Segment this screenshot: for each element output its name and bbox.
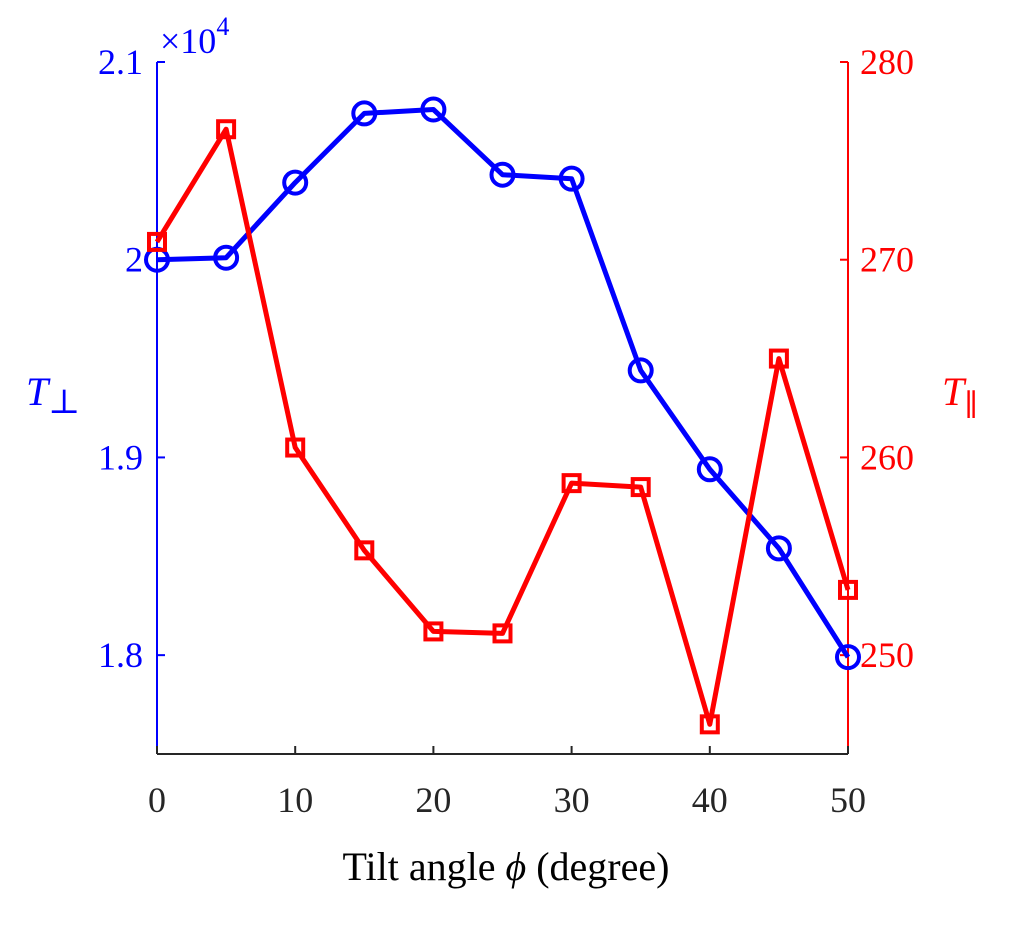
left-y-tick-label: 2.1 — [98, 42, 143, 82]
left-axis-multiplier: ×104 — [160, 12, 229, 61]
data-point-marker — [561, 473, 582, 494]
data-point-marker — [420, 96, 447, 123]
data-point-marker — [492, 623, 513, 644]
x-axis-title: Tilt angle ϕ (degree) — [343, 844, 670, 889]
right-series-line — [154, 126, 851, 727]
data-point-marker — [213, 244, 240, 271]
data-point-marker — [147, 231, 167, 252]
x-tick-label: 20 — [415, 780, 451, 820]
left-y-tick-label: 1.8 — [98, 635, 143, 675]
data-point-marker — [699, 714, 720, 735]
data-point-marker — [285, 437, 306, 458]
right-y-tick-label: 260 — [860, 437, 914, 477]
x-tick-label: 40 — [692, 780, 728, 820]
data-point-marker — [835, 644, 861, 671]
right-y-tick-label: 270 — [860, 240, 914, 280]
data-point-marker — [216, 119, 237, 140]
right-y-tick-label: 250 — [860, 635, 914, 675]
right-y-tick-label: 280 — [860, 42, 914, 82]
right-axis-title: T∥ — [942, 369, 978, 422]
data-point-marker — [768, 348, 789, 369]
data-point-marker — [627, 357, 654, 384]
data-point-marker — [838, 579, 858, 600]
data-point-marker — [765, 535, 792, 562]
x-tick-label: 50 — [830, 780, 866, 820]
series-group — [144, 96, 861, 735]
x-tick-label: 10 — [277, 780, 313, 820]
data-point-marker — [630, 477, 651, 498]
x-tick-label: 0 — [148, 780, 166, 820]
left-y-tick-label: 2 — [125, 240, 143, 280]
left-axis-title: T⊥ — [26, 369, 80, 421]
data-point-marker — [354, 540, 375, 561]
left-series-line — [156, 107, 851, 659]
data-point-marker — [558, 165, 585, 192]
x-tick-label: 30 — [554, 780, 590, 820]
data-point-marker — [489, 161, 516, 188]
labels-group: 0 10 20 30 40 50 1.8 1.9 2 2.1 250 260 270 280 ×104 T⊥ T… — [26, 12, 978, 889]
axes-group — [156, 61, 849, 755]
data-point-marker — [423, 621, 444, 642]
data-point-marker — [282, 169, 309, 196]
data-point-marker — [696, 456, 723, 483]
data-point-marker — [351, 100, 378, 127]
left-y-tick-label: 1.9 — [98, 437, 143, 477]
